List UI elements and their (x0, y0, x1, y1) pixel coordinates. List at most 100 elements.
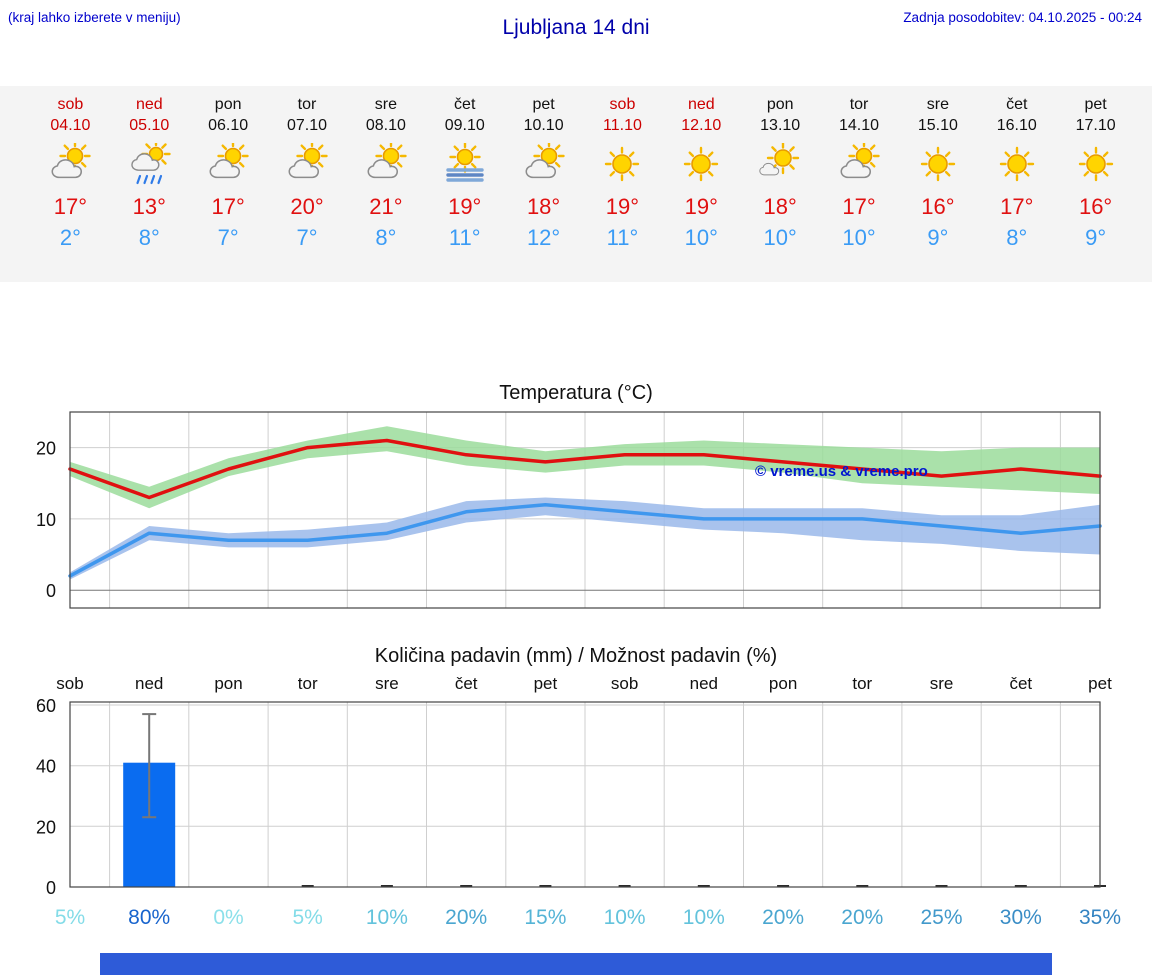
menu-hint-note: (kraj lahko izberete v meniju) (8, 10, 181, 25)
low-temp: 9° (1085, 225, 1107, 250)
high-temp: 17° (842, 194, 876, 219)
day-date: 07.10 (286, 117, 328, 134)
precip-day-label: sob (610, 674, 639, 693)
svg-text:0: 0 (46, 581, 56, 601)
precip-day-label: pet (533, 674, 558, 693)
last-updated: Zadnja posodobitev: 04.10.2025 - 00:24 (903, 10, 1142, 25)
high-temp: 18° (526, 194, 561, 219)
day-name: tor (849, 96, 869, 113)
high-temp: 21° (369, 194, 403, 219)
precip-percent-label: 35% (1078, 906, 1122, 929)
high-temp: 20° (290, 194, 324, 219)
low-temp: 10° (684, 225, 718, 250)
low-temp: 8° (375, 225, 397, 250)
day-name: pet (1084, 96, 1107, 113)
low-temp: 9° (927, 225, 949, 250)
day-name: ned (135, 96, 163, 113)
forecast-day[interactable]: ned 05.10 13° 8° (110, 96, 189, 282)
precip-percent-label: 15% (524, 906, 567, 929)
precip-day-label: ned (689, 674, 718, 693)
precip-percent-label: 20% (762, 906, 805, 929)
forecast-day[interactable]: tor 14.10 17° 10° (820, 96, 899, 282)
svg-text:40: 40 (36, 757, 56, 777)
temperature-section: Temperatura (°C) 0 10 20 © vreme.us & vreme… (0, 382, 1152, 613)
precip-day-label: pet (1088, 674, 1112, 693)
forecast-day[interactable]: ned 12.10 19° 10° (662, 96, 741, 282)
precipitation-section: Količina padavin (mm) / Možnost padavin … (0, 645, 1152, 935)
forecast-day[interactable]: pon 06.10 17° 7° (189, 96, 268, 282)
day-name: pon (214, 96, 242, 113)
day-name: čet (1006, 96, 1028, 113)
precipitation-chart: 0 20 40 60 (36, 697, 1106, 897)
forecast-day[interactable]: sre 08.10 21° 8° (346, 96, 425, 282)
low-temp: 2° (59, 225, 81, 250)
sunny-icon (977, 138, 1056, 190)
precip-day-label: tor (297, 674, 318, 693)
low-temp: 7° (217, 225, 239, 250)
precip-percent-label: 20% (841, 906, 884, 929)
day-name: sob (57, 96, 84, 113)
partly-cloudy-icon (504, 138, 583, 190)
precip-percent-label: 30% (999, 906, 1042, 929)
high-temp: 19° (684, 194, 718, 219)
day-date: 10.10 (523, 117, 564, 134)
sunny-icon (898, 138, 977, 190)
precip-percent-label: 80% (128, 906, 171, 929)
forecast-day[interactable]: tor 07.10 20° 7° (268, 96, 347, 282)
precip-day-label: pon (214, 674, 243, 693)
svg-text:0: 0 (46, 878, 56, 897)
forecast-day[interactable]: pon 13.10 18° 10° (741, 96, 820, 282)
forecast-strip: sob 04.10 17° 2° ned 05.10 13° 8° pon 06.10 17° 7° t… (0, 86, 1152, 282)
low-temp: 10° (842, 225, 876, 250)
precipitation-chart-title: Količina padavin (mm) / Možnost padavin … (374, 645, 778, 667)
day-name: sob (609, 96, 636, 113)
day-date: 09.10 (444, 117, 485, 134)
sunny-icon (583, 138, 662, 190)
high-temp: 16° (1078, 194, 1113, 219)
mostly-sunny-icon (741, 138, 820, 190)
sunny-icon (662, 138, 741, 190)
svg-text:60: 60 (36, 697, 56, 716)
day-date: 04.10 (50, 117, 91, 134)
low-temp: 11° (448, 225, 481, 250)
partly-cloudy-icon (189, 138, 268, 190)
high-temp: 19° (448, 194, 482, 219)
day-name: ned (687, 96, 715, 113)
low-temp: 12° (526, 225, 561, 250)
day-date: 11.10 (603, 117, 642, 134)
partly-cloudy-icon (31, 138, 110, 190)
high-temp: 17° (211, 194, 245, 219)
high-temp: 13° (132, 194, 166, 219)
precip-day-label: čet (454, 674, 478, 693)
forecast-day[interactable]: čet 09.10 19° 11° (425, 96, 504, 282)
forecast-day[interactable]: sre 15.10 16° 9° (898, 96, 977, 282)
partly-cloudy-icon (268, 138, 347, 190)
partly-cloudy-icon (820, 138, 899, 190)
forecast-day[interactable]: pet 10.10 18° 12° (504, 96, 583, 282)
day-name: pon (766, 96, 794, 113)
day-name: tor (297, 96, 317, 113)
watermark[interactable]: © vreme.us & vreme.pro (755, 463, 928, 480)
day-date: 12.10 (681, 117, 722, 134)
day-name: pet (532, 96, 555, 113)
day-date: 17.10 (1075, 117, 1116, 134)
precip-percent-label: 10% (682, 906, 725, 929)
day-date: 06.10 (208, 117, 249, 134)
precip-day-label: pon (768, 674, 798, 693)
high-temp: 16° (921, 194, 955, 219)
precip-day-label: čet (1009, 674, 1033, 693)
forecast-day[interactable]: pet 17.10 16° 9° (1056, 96, 1135, 282)
day-date: 05.10 (129, 117, 170, 134)
day-date: 15.10 (917, 117, 958, 134)
high-temp: 17° (1000, 194, 1034, 219)
forecast-day[interactable]: sob 04.10 17° 2° (31, 96, 110, 282)
precip-percent-label: 10% (603, 906, 646, 929)
high-temp: 17° (53, 194, 88, 219)
forecast-day[interactable]: čet 16.10 17° 8° (977, 96, 1056, 282)
low-temp: 8° (1006, 225, 1028, 250)
forecast-day[interactable]: sob 11.10 19° 11° (583, 96, 662, 282)
partly-cloudy-icon (346, 138, 425, 190)
page-title: Ljubljana 14 dni (502, 16, 650, 39)
day-name: čet (454, 96, 476, 113)
